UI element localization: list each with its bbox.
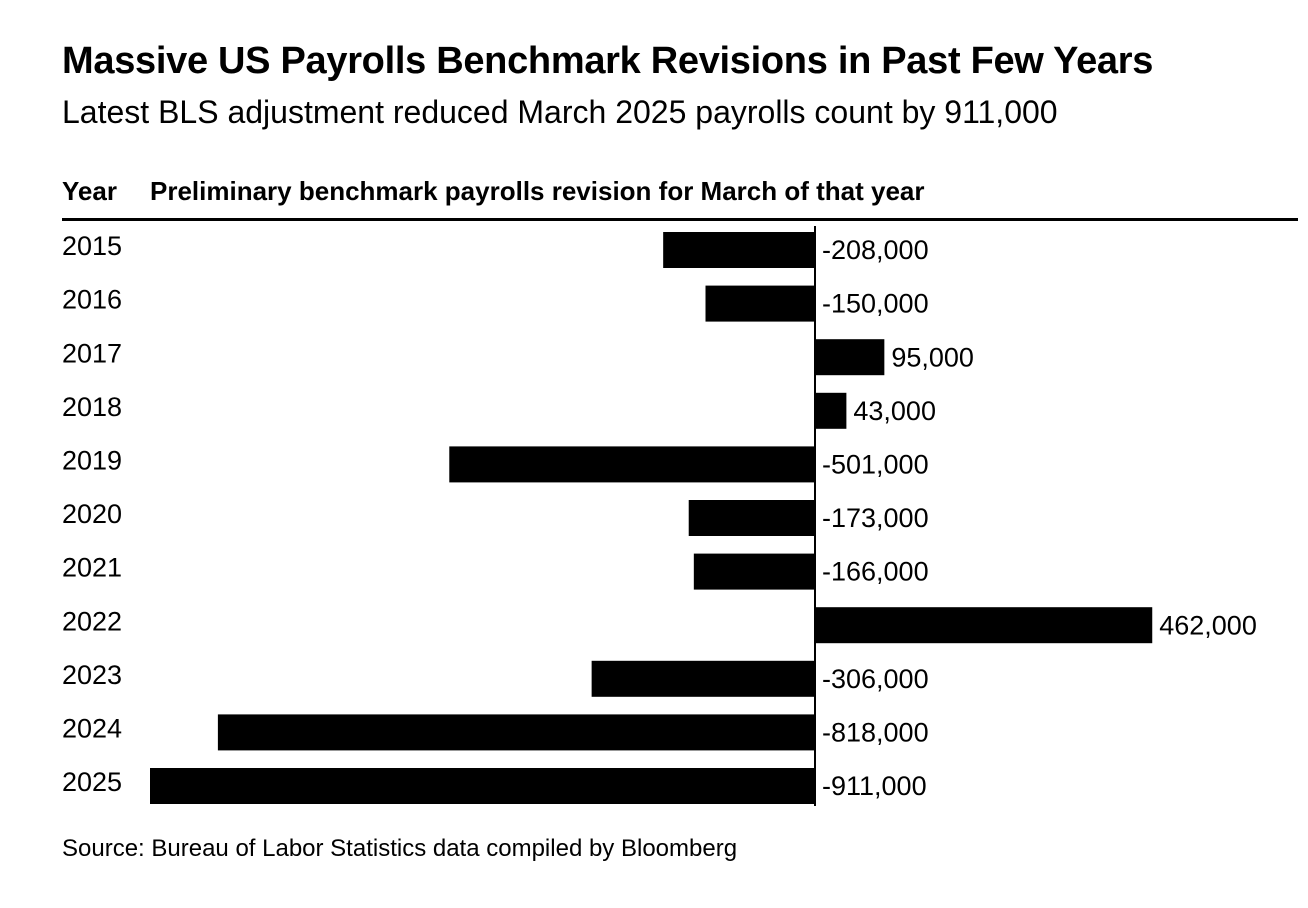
bar (815, 339, 885, 376)
year-label: 2016 (62, 285, 122, 315)
bar (688, 500, 815, 536)
bar (591, 660, 815, 697)
year-column-header: Year (62, 176, 117, 206)
value-label: -818,000 (822, 718, 929, 748)
bar (693, 553, 815, 590)
value-label: 462,000 (1159, 610, 1257, 640)
chart-subtitle: Latest BLS adjustment reduced March 2025… (62, 94, 1058, 130)
value-label: -173,000 (822, 503, 929, 533)
value-label: -306,000 (822, 664, 929, 694)
bar (217, 714, 815, 751)
value-label: -208,000 (822, 235, 929, 265)
revision-column-header: Preliminary benchmark payrolls revision … (150, 176, 925, 206)
year-label: 2023 (62, 660, 122, 690)
value-label: -166,000 (822, 557, 929, 587)
source-note: Source: Bureau of Labor Statistics data … (62, 835, 738, 862)
year-label: 2022 (62, 606, 122, 636)
year-label: 2020 (62, 499, 122, 529)
value-label: 95,000 (891, 342, 974, 372)
bar (449, 446, 815, 483)
bar (815, 607, 1153, 644)
year-label: 2025 (62, 767, 122, 797)
bar (705, 285, 815, 322)
bar (663, 232, 815, 268)
value-label: -501,000 (822, 450, 929, 480)
year-label: 2019 (62, 446, 122, 476)
year-label: 2018 (62, 392, 122, 422)
bar (815, 392, 847, 429)
year-label: 2017 (62, 338, 122, 368)
bar (150, 768, 815, 804)
year-label: 2021 (62, 553, 122, 583)
chart-title: Massive US Payrolls Benchmark Revisions … (62, 40, 1154, 82)
value-label: 43,000 (853, 396, 936, 426)
year-label: 2015 (62, 231, 122, 261)
value-label: -911,000 (822, 771, 927, 801)
value-label: -150,000 (822, 289, 929, 319)
year-label: 2024 (62, 714, 122, 744)
header-rule (62, 218, 1298, 221)
